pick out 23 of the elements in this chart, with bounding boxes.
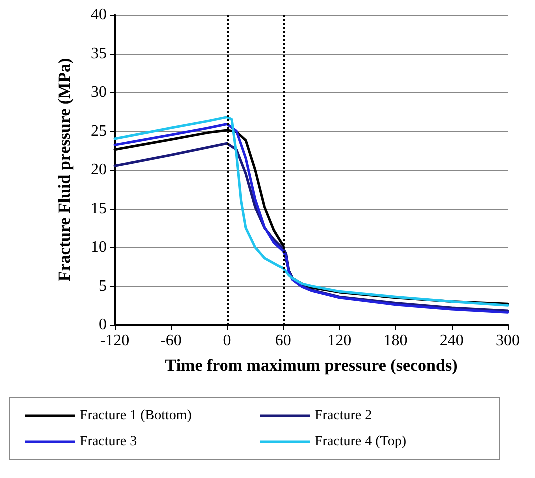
- x-tick-label: 300: [496, 332, 520, 350]
- y-tick-label: 30: [91, 84, 107, 101]
- y-tick-label: 10: [91, 239, 107, 256]
- x-tick-label: 120: [328, 332, 352, 350]
- x-tick-label: 180: [384, 332, 408, 350]
- y-tick-label: 5: [99, 278, 107, 295]
- x-tick-label: 60: [275, 332, 292, 350]
- legend-label: Fracture 2: [315, 408, 372, 424]
- legend-label: Fracture 1 (Bottom): [80, 408, 192, 424]
- y-tick-label: 40: [91, 6, 107, 24]
- y-axis-title: Fracture Fluid pressure (MPa): [55, 58, 74, 282]
- legend-label: Fracture 3: [80, 434, 138, 450]
- x-tick-label: -60: [160, 332, 182, 350]
- x-tick-label: 240: [440, 332, 464, 350]
- y-tick-label: 15: [91, 200, 107, 218]
- y-tick-label: 35: [91, 45, 107, 62]
- y-tick-label: 25: [91, 122, 107, 140]
- y-tick-label: 0: [99, 316, 107, 334]
- x-axis-title: Time from maximum pressure (seconds): [165, 356, 458, 375]
- y-tick-label: 20: [91, 162, 107, 178]
- x-tick-label: -120: [100, 332, 130, 350]
- x-tick-label: 0: [223, 332, 232, 350]
- legend-label: Fracture 4 (Top): [315, 434, 407, 450]
